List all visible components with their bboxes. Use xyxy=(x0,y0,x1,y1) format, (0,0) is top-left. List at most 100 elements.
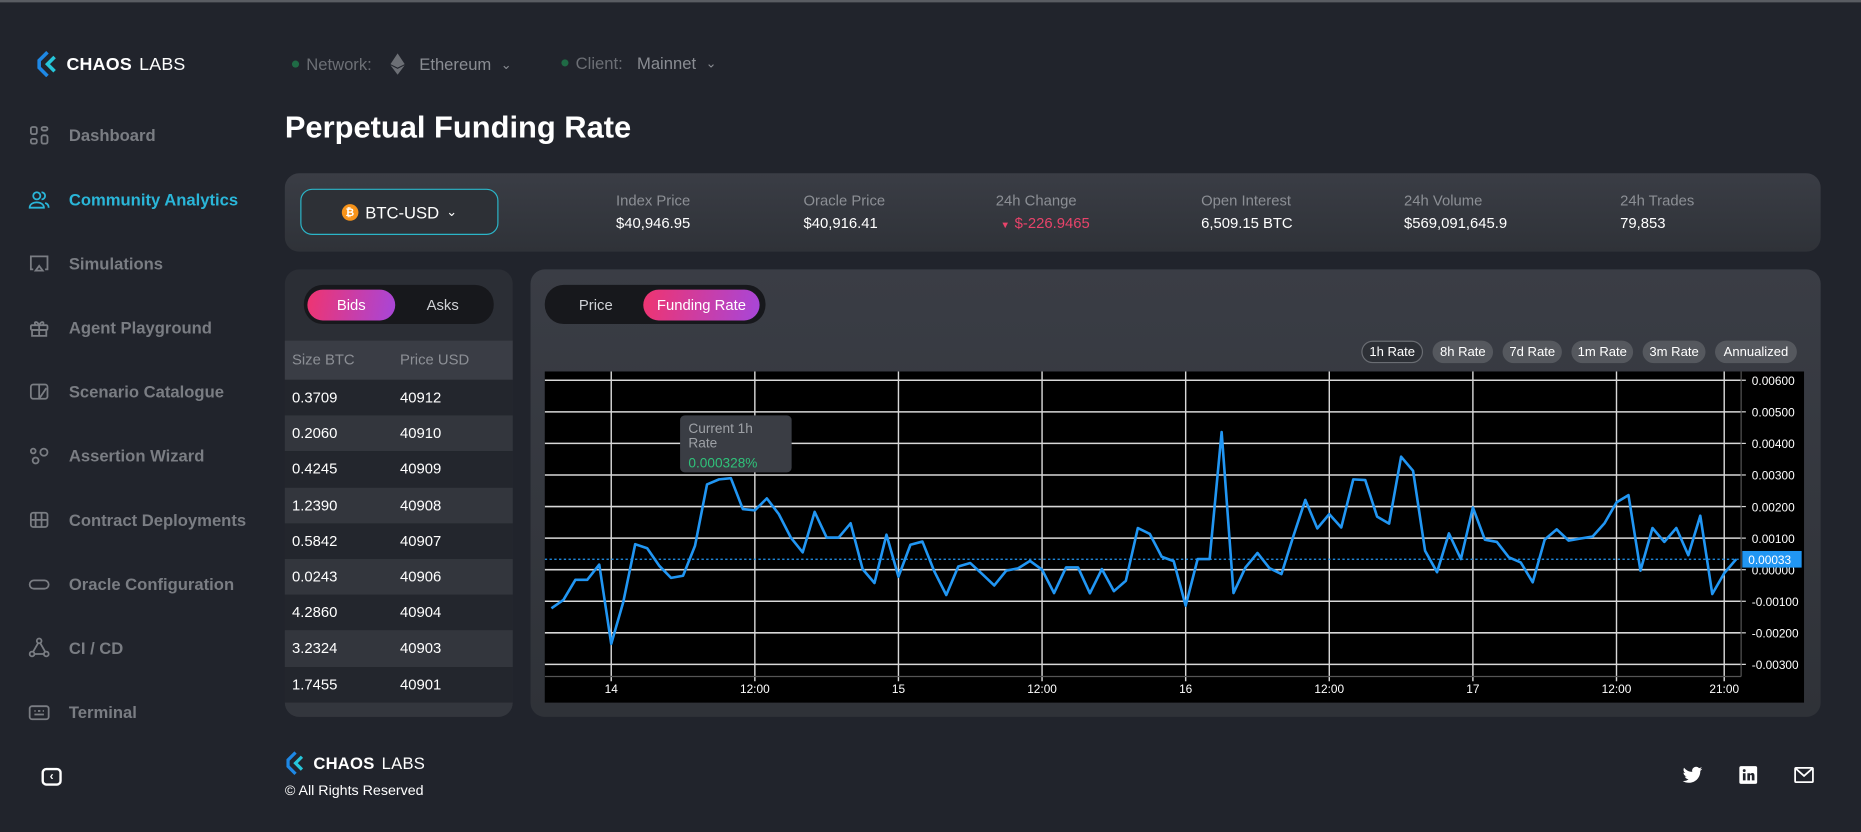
sidebar-item-label: Contract Deployments xyxy=(68,510,247,530)
gift-icon xyxy=(28,317,49,338)
row-size: 3.2324 xyxy=(291,640,338,657)
nodes-icon xyxy=(28,637,50,658)
copyright: © All Rights Reserved xyxy=(284,782,424,799)
brand-logo[interactable]: CHAOS LABS xyxy=(36,51,186,78)
chevron-left-icon: ‹ xyxy=(49,770,54,784)
stat-label: 24h Volume xyxy=(1404,192,1483,209)
sidebar-item-label: Simulations xyxy=(68,253,164,273)
brand-name-bold: CHAOS xyxy=(313,753,375,773)
client-selector[interactable]: Client: Mainnet ⌄ xyxy=(561,53,717,72)
orderbook-row-partial xyxy=(284,702,513,717)
y-tick-label: 0.00100 xyxy=(1752,532,1795,546)
row-price: 40904 xyxy=(399,604,442,622)
rate-button-1m-rate[interactable]: 1m Rate xyxy=(1571,340,1634,364)
header-price: Price USD xyxy=(399,351,470,368)
sidebar-item-community-analytics[interactable]: Community Analytics xyxy=(0,182,273,218)
x-tick-label: 15 xyxy=(892,682,906,696)
orderbook-row[interactable]: 1.2390 40908 xyxy=(284,487,513,524)
monitor-icon xyxy=(28,253,49,274)
orderbook-row[interactable]: 0.3709 40912 xyxy=(284,379,513,416)
orderbook-row[interactable]: 0.0243 40906 xyxy=(284,559,513,595)
collapse-sidebar-button[interactable]: ‹ xyxy=(41,767,62,786)
chart-tooltip: Current 1h Rate 0.000328% xyxy=(680,415,792,473)
rate-button-annualized[interactable]: Annualized xyxy=(1715,340,1797,364)
orderbook-row[interactable]: 3.2324 40903 xyxy=(284,630,513,667)
row-price: 40907 xyxy=(399,532,442,550)
market-selector[interactable]: ₿ BTC-USD ⌄ xyxy=(300,188,499,235)
sidebar-item-contract-deployments[interactable]: Contract Deployments xyxy=(0,502,273,538)
tab-bids[interactable]: Bids xyxy=(307,289,396,320)
tab-funding-rate[interactable]: Funding Rate xyxy=(643,289,760,320)
stat-label: Open Interest xyxy=(1201,192,1292,209)
network-selector[interactable]: Network: Ethereum ⌄ xyxy=(291,53,512,75)
y-tick-label: -0.00300 xyxy=(1752,658,1799,672)
y-tick-label: 0.00400 xyxy=(1752,437,1795,451)
sidebar-item-oracle-configuration[interactable]: Oracle Configuration xyxy=(0,566,273,602)
linkedin-icon[interactable] xyxy=(1738,764,1759,785)
network-value: Ethereum xyxy=(419,54,492,74)
header-size: Size BTC xyxy=(291,351,355,368)
stat-value: ▼ $-226.9465 xyxy=(1001,215,1090,232)
rate-button-8h-rate[interactable]: 8h Rate xyxy=(1432,340,1494,364)
orderbook-row[interactable]: 0.2060 40910 xyxy=(284,415,513,452)
tab-asks[interactable]: Asks xyxy=(426,296,459,313)
row-price: 40910 xyxy=(399,425,442,442)
mail-icon[interactable] xyxy=(1793,764,1814,785)
rate-button-7d-rate[interactable]: 7d Rate xyxy=(1502,340,1562,364)
bitcoin-icon: ₿ xyxy=(341,203,359,221)
orderbook-row[interactable]: 0.5842 40907 xyxy=(284,523,513,559)
tab-price[interactable]: Price xyxy=(578,296,613,313)
sidebar-item-label: Terminal xyxy=(68,702,137,722)
x-tick-label: 12:00 xyxy=(1602,682,1632,696)
sidebar-item-label: Oracle Configuration xyxy=(68,574,235,594)
orderbook-row[interactable]: 4.2860 40904 xyxy=(284,594,513,631)
users-icon xyxy=(28,189,50,210)
sidebar-item-agent-playground[interactable]: Agent Playground xyxy=(0,310,273,346)
orderbook-toggle: Bids Asks xyxy=(303,284,494,325)
tooltip-value: 0.000328% xyxy=(688,456,758,472)
row-price: 40912 xyxy=(399,389,442,407)
x-tick-label: 21:00 xyxy=(1709,682,1739,696)
y-tick-label: 0.00600 xyxy=(1752,374,1795,388)
sidebar-item-label: Scenario Catalogue xyxy=(68,382,224,402)
sidebar-item-dashboard[interactable]: Dashboard xyxy=(0,117,273,153)
page-title: Perpetual Funding Rate xyxy=(284,109,632,145)
change-value: $-226.9465 xyxy=(1014,214,1090,232)
twitter-icon[interactable] xyxy=(1682,764,1703,785)
sidebar-item-ci-cd[interactable]: CI / CD xyxy=(0,630,273,666)
ethereum-icon xyxy=(390,53,405,75)
sidebar-item-label: Dashboard xyxy=(68,125,156,145)
tooltip-title: Current 1h Rate xyxy=(688,422,753,452)
sidebar-item-assertion-wizard[interactable]: Assertion Wizard xyxy=(0,438,273,474)
sidebar-item-label: CI / CD xyxy=(68,638,124,658)
stat-value: $40,946.95 xyxy=(615,214,691,232)
dashboard-icon xyxy=(28,125,49,146)
rate-button-1h-rate[interactable]: 1h Rate xyxy=(1361,340,1424,364)
rate-button-3m-rate[interactable]: 3m Rate xyxy=(1642,340,1706,364)
y-tick-label: -0.00100 xyxy=(1752,595,1799,609)
sidebar-item-label: Assertion Wizard xyxy=(68,446,205,466)
row-price: 40908 xyxy=(399,496,442,514)
row-price: 40906 xyxy=(399,568,442,586)
brand-name-light: LABS xyxy=(381,753,426,773)
sidebar-item-terminal[interactable]: Terminal xyxy=(0,694,273,730)
x-tick-label: 12:00 xyxy=(1027,682,1057,696)
stat-label: 24h Trades xyxy=(1620,192,1695,209)
brand-name-bold: CHAOS xyxy=(66,54,132,75)
stat-label: Oracle Price xyxy=(803,192,886,209)
y-tick-label: 0.00300 xyxy=(1752,469,1795,483)
chevron-down-icon: ⌄ xyxy=(446,205,458,220)
sidebar-item-label: Agent Playground xyxy=(68,318,212,338)
market-selected: BTC-USD xyxy=(365,202,440,222)
sidebar-item-scenario-catalogue[interactable]: Scenario Catalogue xyxy=(0,374,273,410)
y-tick-label: -0.00200 xyxy=(1752,627,1799,641)
x-tick-label: 16 xyxy=(1179,682,1193,696)
row-size: 1.7455 xyxy=(291,676,338,693)
row-price: 40903 xyxy=(399,640,442,657)
stat-label: 24h Change xyxy=(995,192,1077,209)
sidebar-item-simulations[interactable]: Simulations xyxy=(0,246,273,282)
orderbook-row[interactable]: 1.7455 40901 xyxy=(284,666,513,703)
keyboard-icon xyxy=(28,701,50,722)
row-size: 0.3709 xyxy=(291,389,338,407)
orderbook-row[interactable]: 0.4245 40909 xyxy=(284,451,513,488)
